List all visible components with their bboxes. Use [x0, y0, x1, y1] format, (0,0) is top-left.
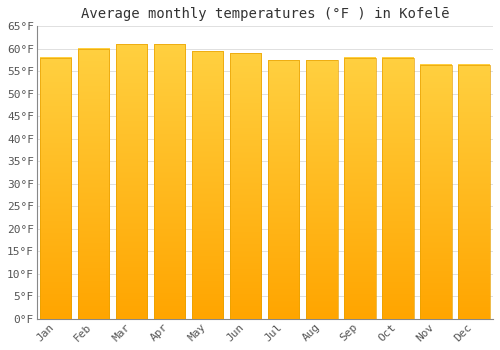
Bar [116, 44, 148, 319]
Bar [420, 64, 452, 319]
Bar [78, 49, 110, 319]
Bar [268, 60, 300, 319]
Bar [344, 58, 376, 319]
Bar [306, 60, 338, 319]
Bar [40, 58, 72, 319]
Title: Average monthly temperatures (°F ) in Kofelē: Average monthly temperatures (°F ) in Ko… [80, 7, 449, 21]
Bar [382, 58, 414, 319]
Bar [458, 64, 490, 319]
Bar [230, 53, 262, 319]
Bar [192, 51, 224, 319]
Bar [154, 44, 186, 319]
